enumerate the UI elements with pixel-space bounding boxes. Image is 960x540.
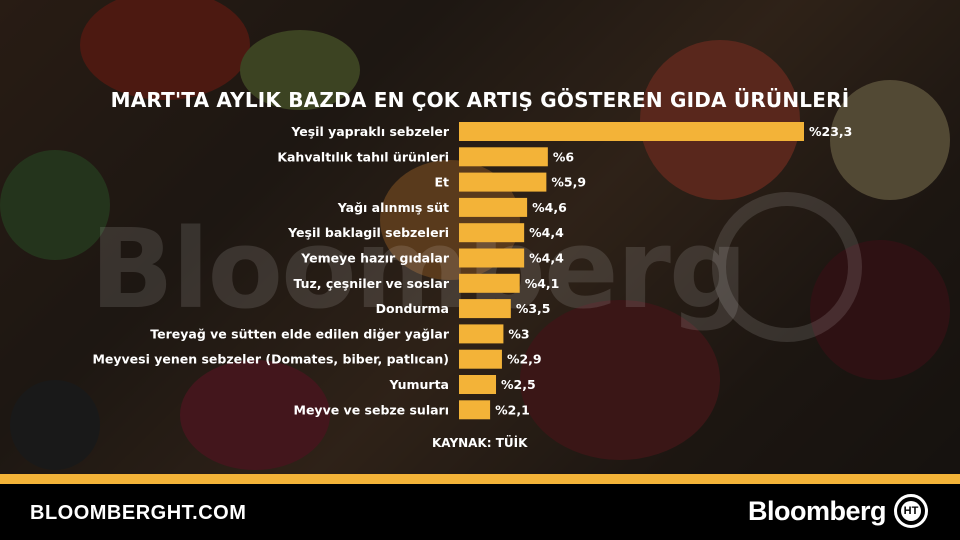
source-label: KAYNAK: TÜİK: [432, 436, 528, 450]
bar: [459, 122, 804, 141]
bar: [459, 147, 548, 167]
value-label: %2,5: [501, 377, 536, 392]
category-label: Tuz, çeşniler ve soslar: [293, 276, 449, 291]
bar: [459, 248, 525, 268]
value-label: %4,4: [529, 225, 564, 240]
value-label: %4,4: [529, 251, 564, 266]
bar: [459, 172, 547, 192]
site-url[interactable]: BLOOMBERGHT.COM: [30, 502, 247, 524]
watermark-text: Bloomberg: [90, 205, 748, 333]
category-label: Meyve ve sebze suları: [294, 402, 450, 417]
bar: [459, 349, 502, 369]
footer: BLOOMBERGHT.COM Bloomberg HT: [0, 484, 960, 540]
category-label: Yağı alınmış süt: [337, 200, 449, 215]
value-label: %2,1: [495, 402, 530, 417]
bloomberght-logo-icon: HT: [894, 494, 928, 528]
category-label: Yeşil yapraklı sebzeler: [290, 124, 449, 139]
bar: [459, 299, 511, 319]
value-label: %3,5: [516, 301, 551, 316]
bar: [459, 223, 525, 243]
category-label: Yemeye hazır gıdalar: [300, 251, 450, 266]
value-label: %2,9: [507, 352, 542, 367]
bar: [459, 400, 491, 420]
value-label: %6: [553, 149, 575, 164]
value-label: %4,1: [525, 276, 560, 291]
value-label: %3: [508, 326, 529, 341]
category-label: Kahvaltılık tahıl ürünleri: [277, 149, 449, 164]
footer-accent-bar: [0, 474, 960, 484]
bar: [459, 324, 504, 344]
category-label: Yeşil baklagil sebzeleri: [287, 225, 449, 240]
chart-title: MART'TA AYLIK BAZDA EN ÇOK ARTIŞ GÖSTERE…: [110, 88, 850, 112]
logo-text: HT: [901, 501, 921, 521]
bar: [459, 375, 497, 394]
brand-name: Bloomberg: [748, 496, 887, 526]
bar: [459, 197, 528, 217]
value-label: %5,9: [551, 175, 586, 190]
value-label: %4,6: [532, 200, 567, 215]
category-label: Et: [434, 175, 449, 190]
bar: [459, 273, 520, 293]
category-label: Meyvesi yenen sebzeler (Domates, biber, …: [92, 352, 449, 367]
category-label: Yumurta: [388, 377, 449, 392]
category-label: Tereyağ ve sütten elde edilen diğer yağl…: [150, 326, 450, 341]
bar-chart: Yeşil yapraklı sebzeler %23,3 Kahvaltılık …: [92, 122, 852, 420]
value-label: %23,3: [809, 124, 852, 139]
category-label: Dondurma: [376, 301, 449, 316]
